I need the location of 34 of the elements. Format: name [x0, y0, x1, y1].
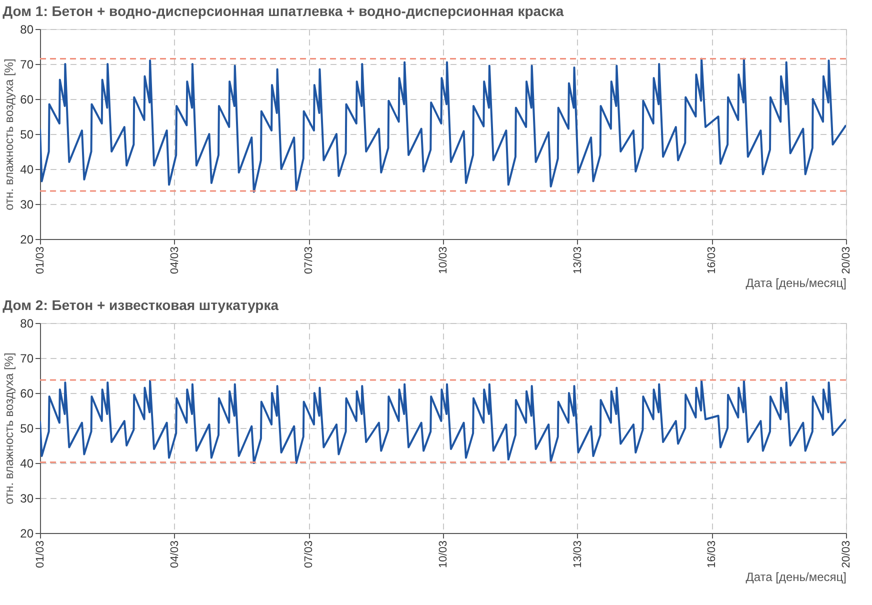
y-axis-title: отн. влажность воздуха [%]: [2, 352, 16, 504]
y-tick-label: 60: [20, 386, 34, 400]
y-tick-label: 50: [20, 422, 34, 436]
x-tick-label: 04/03: [168, 540, 181, 568]
y-tick-label: 20: [20, 526, 34, 540]
y-tick-label: 30: [20, 198, 34, 212]
x-tick-label: 13/03: [572, 246, 584, 274]
y-tick-label: 40: [20, 162, 34, 176]
y-axis-title: отн. влажность воздуха [%]: [2, 58, 16, 210]
x-tick-label: 16/03: [706, 246, 718, 274]
y-tick-label: 80: [20, 22, 34, 36]
x-tick-label: 10/03: [438, 540, 450, 568]
x-tick-label: 16/03: [706, 540, 718, 568]
x-tick-label: 01/03: [34, 246, 46, 274]
x-tick-label: 13/03: [572, 540, 584, 568]
chart-title: Дом 1: Бетон + водно-дисперсионная шпатлевка + водно-дисперсионная краска: [2, 3, 564, 19]
y-tick-label: 30: [20, 492, 34, 506]
y-tick-label: 70: [20, 58, 34, 72]
y-tick-label: 20: [20, 232, 34, 246]
x-tick-label: 07/03: [303, 540, 316, 568]
x-axis-title: Дата [день/месяц]: [746, 276, 846, 290]
y-tick-label: 70: [20, 352, 34, 366]
y-tick-label: 80: [20, 316, 34, 330]
x-tick-label: 20/03: [840, 246, 852, 274]
x-tick-label: 10/03: [438, 246, 450, 274]
y-tick-label: 60: [20, 92, 34, 106]
x-tick-label: 20/03: [840, 540, 852, 568]
x-tick-label: 04/03: [168, 246, 181, 274]
y-tick-label: 50: [20, 128, 34, 142]
x-tick-label: 01/03: [34, 540, 46, 568]
x-axis-title: Дата [день/месяц]: [746, 570, 846, 584]
x-tick-label: 07/03: [303, 246, 316, 274]
chart-title: Дом 2: Бетон + известковая штукатурка: [2, 297, 279, 313]
y-tick-label: 40: [20, 456, 34, 470]
